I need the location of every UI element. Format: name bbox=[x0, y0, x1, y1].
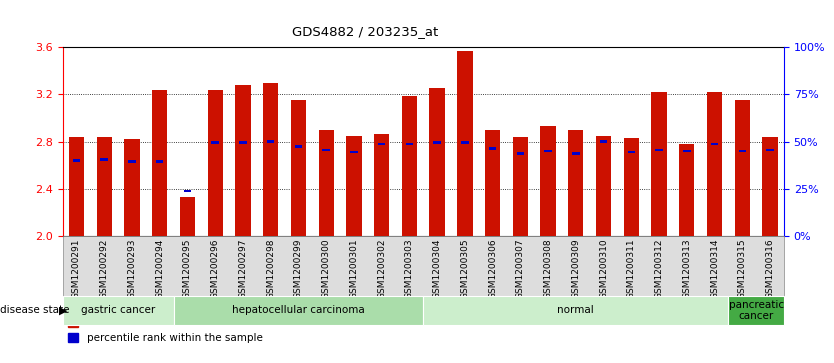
Bar bbox=[73, 159, 80, 162]
Bar bbox=[516, 152, 525, 155]
Bar bbox=[100, 158, 108, 160]
Text: GSM1200307: GSM1200307 bbox=[516, 239, 525, 299]
Text: GSM1200308: GSM1200308 bbox=[544, 239, 553, 299]
Bar bbox=[322, 148, 330, 151]
Text: GSM1200293: GSM1200293 bbox=[128, 239, 137, 299]
Bar bbox=[735, 100, 750, 236]
Bar bbox=[267, 140, 274, 143]
Bar bbox=[600, 140, 607, 143]
Text: GSM1200295: GSM1200295 bbox=[183, 239, 192, 299]
Bar bbox=[378, 143, 385, 145]
Text: GSM1200298: GSM1200298 bbox=[266, 239, 275, 299]
Text: GSM1200313: GSM1200313 bbox=[682, 239, 691, 299]
Text: GSM1200310: GSM1200310 bbox=[599, 239, 608, 299]
Text: GSM1200303: GSM1200303 bbox=[404, 239, 414, 299]
Bar bbox=[183, 190, 191, 192]
Bar bbox=[489, 147, 496, 150]
Text: gastric cancer: gastric cancer bbox=[81, 305, 155, 315]
Text: GSM1200315: GSM1200315 bbox=[738, 239, 746, 299]
Bar bbox=[461, 142, 469, 144]
Text: disease state: disease state bbox=[0, 305, 69, 315]
Bar bbox=[572, 152, 580, 155]
Bar bbox=[124, 139, 139, 236]
Bar bbox=[405, 143, 413, 145]
Text: GDS4882 / 203235_at: GDS4882 / 203235_at bbox=[292, 25, 438, 38]
Bar bbox=[208, 90, 223, 236]
Bar bbox=[402, 95, 417, 236]
Text: GSM1200304: GSM1200304 bbox=[433, 239, 442, 299]
Bar bbox=[128, 160, 136, 163]
Bar bbox=[180, 197, 195, 236]
Text: GSM1200305: GSM1200305 bbox=[460, 239, 470, 299]
Text: GSM1200299: GSM1200299 bbox=[294, 239, 303, 299]
Bar bbox=[346, 136, 361, 236]
Bar bbox=[485, 130, 500, 236]
Text: hepatocellular carcinoma: hepatocellular carcinoma bbox=[232, 305, 364, 315]
Bar bbox=[291, 100, 306, 236]
Text: GSM1200296: GSM1200296 bbox=[211, 239, 219, 299]
Bar bbox=[319, 130, 334, 236]
Bar bbox=[683, 150, 691, 152]
Text: GSM1200306: GSM1200306 bbox=[488, 239, 497, 299]
Text: GSM1200300: GSM1200300 bbox=[322, 239, 330, 299]
Bar bbox=[156, 160, 163, 163]
Bar bbox=[596, 136, 611, 236]
Text: normal: normal bbox=[557, 305, 595, 315]
Bar bbox=[627, 151, 636, 154]
Text: GSM1200297: GSM1200297 bbox=[239, 239, 248, 299]
Text: GSM1200291: GSM1200291 bbox=[72, 239, 81, 299]
Text: ▶: ▶ bbox=[59, 305, 68, 315]
Bar bbox=[766, 148, 774, 151]
Bar bbox=[545, 150, 552, 152]
Bar bbox=[235, 85, 250, 236]
Text: GSM1200302: GSM1200302 bbox=[377, 239, 386, 299]
Bar bbox=[350, 151, 358, 154]
Text: GSM1200292: GSM1200292 bbox=[100, 239, 108, 299]
Bar bbox=[762, 137, 778, 236]
Bar bbox=[513, 137, 528, 236]
Text: GSM1200314: GSM1200314 bbox=[710, 239, 719, 299]
Text: GSM1200316: GSM1200316 bbox=[766, 239, 775, 299]
Bar bbox=[152, 90, 168, 236]
Bar bbox=[651, 92, 666, 236]
Legend: transformed count, percentile rank within the sample: transformed count, percentile rank withi… bbox=[68, 318, 263, 343]
Text: GSM1200311: GSM1200311 bbox=[627, 239, 636, 299]
Bar bbox=[739, 150, 746, 152]
Text: GSM1200312: GSM1200312 bbox=[655, 239, 664, 299]
Bar bbox=[679, 144, 695, 236]
Bar bbox=[430, 89, 445, 236]
Text: GSM1200301: GSM1200301 bbox=[349, 239, 359, 299]
Bar bbox=[239, 142, 247, 144]
Bar bbox=[97, 137, 112, 236]
Bar bbox=[294, 145, 302, 148]
Bar bbox=[656, 148, 663, 151]
Bar bbox=[707, 92, 722, 236]
Text: GSM1200294: GSM1200294 bbox=[155, 239, 164, 299]
Bar bbox=[624, 138, 639, 236]
Bar bbox=[68, 137, 84, 236]
Bar bbox=[434, 142, 441, 144]
Bar bbox=[457, 51, 473, 236]
Bar bbox=[211, 142, 219, 144]
Bar bbox=[711, 143, 718, 145]
Bar bbox=[568, 130, 584, 236]
Bar bbox=[374, 135, 389, 236]
Bar bbox=[263, 83, 279, 236]
Bar bbox=[540, 126, 555, 236]
Text: GSM1200309: GSM1200309 bbox=[571, 239, 580, 299]
Text: pancreatic
cancer: pancreatic cancer bbox=[729, 299, 784, 321]
